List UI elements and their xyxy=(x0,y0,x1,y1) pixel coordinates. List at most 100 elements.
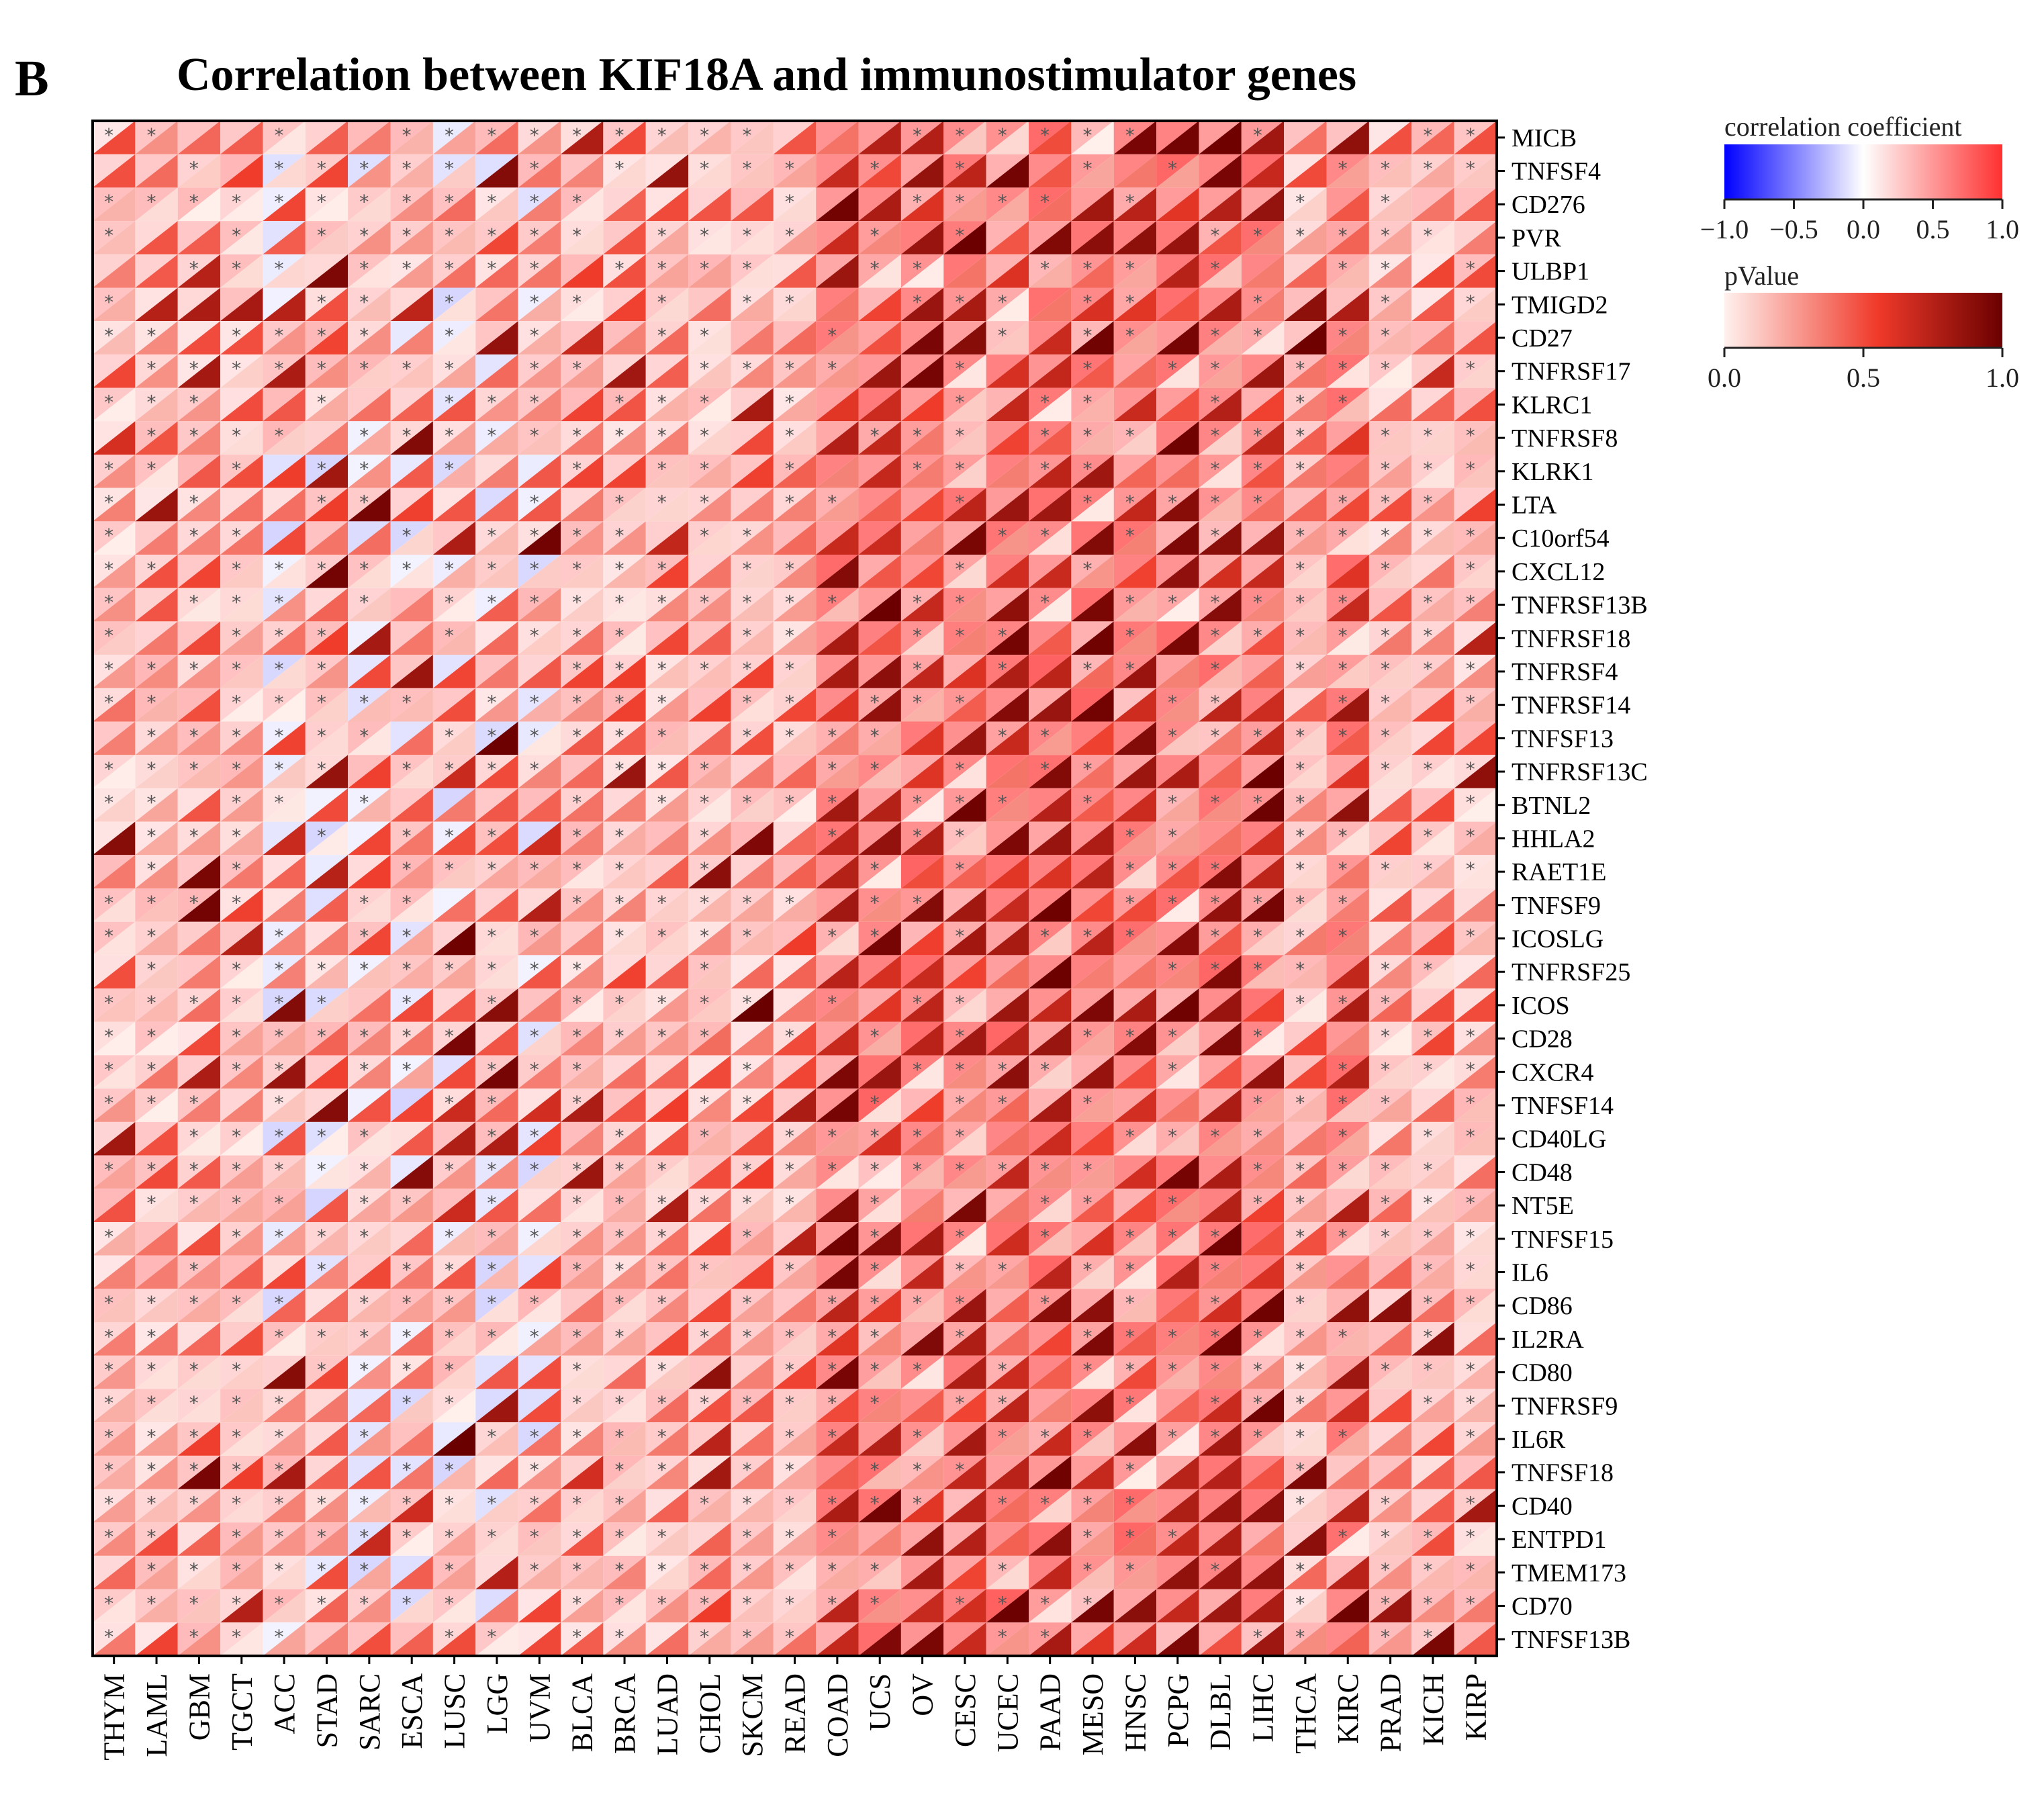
significance-star: * xyxy=(913,1158,922,1180)
cell-pvalue xyxy=(688,555,731,588)
cell-pvalue xyxy=(688,1155,731,1189)
cell-correlation xyxy=(688,1589,731,1623)
cell-pvalue xyxy=(688,421,731,455)
cell-correlation xyxy=(93,1555,136,1589)
significance-star: * xyxy=(785,1459,794,1481)
significance-star: * xyxy=(657,458,667,480)
cell-correlation xyxy=(1071,1221,1114,1256)
cancer-label: SARC xyxy=(353,1673,386,1751)
cell-pvalue xyxy=(390,488,433,522)
significance-star: * xyxy=(955,191,964,213)
significance-star: * xyxy=(743,1559,752,1581)
significance-star: * xyxy=(189,658,199,680)
cell-pvalue xyxy=(432,988,476,1022)
significance-star: * xyxy=(1168,825,1177,847)
cell-correlation xyxy=(93,655,136,688)
significance-star: * xyxy=(317,1592,326,1614)
significance-star: * xyxy=(614,1158,624,1180)
cell-correlation xyxy=(1284,488,1327,522)
cell-pvalue xyxy=(603,721,646,755)
cell-correlation xyxy=(943,121,986,154)
cell-pvalue xyxy=(900,1055,944,1089)
cell-correlation xyxy=(1029,1455,1072,1489)
significance-star: * xyxy=(487,925,496,947)
cell-correlation xyxy=(1113,1055,1157,1089)
cell-pvalue xyxy=(305,1055,349,1089)
cell-correlation xyxy=(731,921,774,956)
cell-correlation xyxy=(688,1289,731,1323)
cell-pvalue xyxy=(1326,1021,1369,1056)
cell-correlation xyxy=(688,154,731,188)
cell-correlation xyxy=(177,655,221,688)
significance-star: * xyxy=(998,1359,1007,1381)
cell-pvalue xyxy=(1411,154,1454,188)
cell-pvalue xyxy=(518,1355,561,1389)
significance-star: * xyxy=(487,191,496,213)
cell-correlation xyxy=(432,1322,476,1356)
significance-star: * xyxy=(1168,1192,1177,1214)
significance-star: * xyxy=(572,624,582,647)
cell-correlation xyxy=(263,521,306,555)
cell-correlation xyxy=(1029,321,1072,355)
cell-pvalue xyxy=(390,1021,433,1056)
cell-pvalue xyxy=(986,421,1029,455)
cell-pvalue xyxy=(561,254,604,288)
significance-star: * xyxy=(359,1526,369,1548)
significance-star: * xyxy=(1125,324,1135,346)
significance-star: * xyxy=(1381,224,1390,246)
cell-correlation xyxy=(858,1422,901,1456)
significance-star: * xyxy=(657,224,667,246)
cell-correlation xyxy=(561,454,604,488)
cell-correlation xyxy=(220,1289,263,1323)
cell-correlation xyxy=(1199,955,1242,989)
cell-pvalue xyxy=(1326,1555,1369,1589)
cell-pvalue xyxy=(943,688,986,722)
cell-pvalue xyxy=(561,921,604,956)
cell-correlation xyxy=(1454,287,1497,322)
significance-star: * xyxy=(359,725,369,747)
cell-pvalue xyxy=(986,187,1029,222)
significance-star: * xyxy=(1381,992,1390,1014)
cell-correlation xyxy=(816,1522,859,1556)
cell-pvalue xyxy=(475,521,518,555)
cell-pvalue xyxy=(348,221,391,254)
significance-star: * xyxy=(1466,792,1475,814)
cell-pvalue xyxy=(1199,721,1242,755)
cell-correlation xyxy=(900,1255,944,1289)
cell-pvalue xyxy=(220,1389,263,1423)
cell-pvalue xyxy=(943,187,986,222)
cell-correlation xyxy=(1454,1489,1497,1523)
significance-star: * xyxy=(1381,624,1390,647)
cell-pvalue xyxy=(475,555,518,588)
cell-correlation xyxy=(1156,187,1199,222)
significance-star: * xyxy=(700,858,709,880)
cell-pvalue xyxy=(773,1489,817,1523)
legend-correlation: correlation coefficient −1.0 −0.5 0.0 0.5 1.… xyxy=(1700,111,2019,244)
significance-star: * xyxy=(700,391,709,413)
cell-pvalue xyxy=(603,788,646,822)
cell-correlation xyxy=(93,1021,136,1056)
significance-star: * xyxy=(572,692,582,714)
cell-pvalue xyxy=(390,588,433,622)
cell-pvalue xyxy=(177,755,221,788)
significance-star: * xyxy=(1423,491,1432,513)
significance-star: * xyxy=(572,124,582,146)
cell-pvalue xyxy=(688,655,731,688)
cell-pvalue xyxy=(475,1322,518,1356)
cell-correlation xyxy=(1071,1622,1114,1656)
cell-correlation xyxy=(986,154,1029,188)
cell-correlation xyxy=(900,721,944,755)
cell-pvalue xyxy=(305,1522,349,1556)
cell-correlation xyxy=(900,621,944,655)
cell-pvalue xyxy=(93,555,136,588)
cell-pvalue xyxy=(1411,421,1454,455)
cell-pvalue xyxy=(220,287,263,322)
significance-star: * xyxy=(1211,524,1220,547)
cell-pvalue xyxy=(93,1221,136,1256)
significance-star: * xyxy=(657,1258,667,1281)
cell-correlation xyxy=(858,187,901,222)
cell-pvalue xyxy=(1156,1389,1199,1423)
cell-correlation xyxy=(305,521,349,555)
significance-star: * xyxy=(572,524,582,547)
cell-pvalue xyxy=(1368,1088,1412,1122)
